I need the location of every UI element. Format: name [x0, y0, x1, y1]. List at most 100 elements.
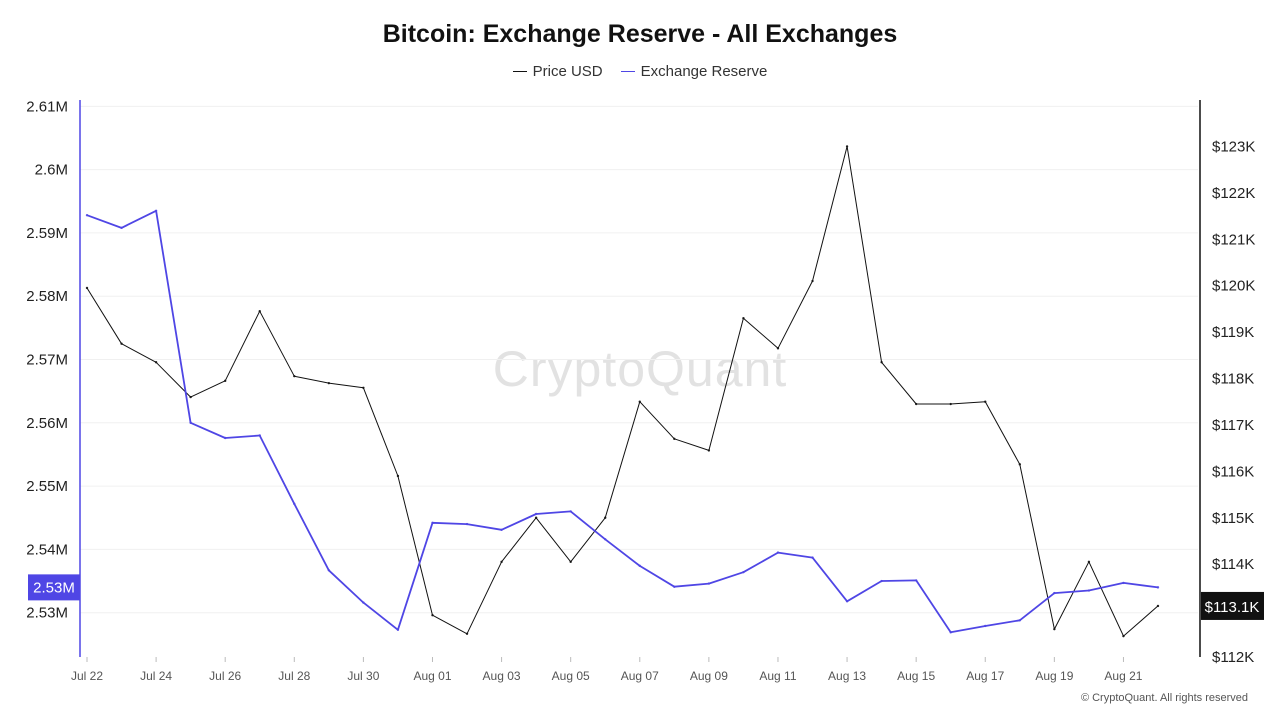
- y-left-tick-label: 2.61M: [26, 98, 68, 115]
- price-usd-point: [742, 316, 745, 320]
- exchange-reserve-point: [189, 421, 192, 425]
- price-usd-point: [569, 560, 572, 564]
- exchange-reserve-point: [776, 551, 780, 554]
- y-left-tick-label: 2.59M: [26, 225, 68, 242]
- current-price-label: $113.1K: [1205, 599, 1260, 616]
- exchange-reserve-point: [914, 579, 918, 582]
- x-tick-label: Jul 28: [278, 669, 310, 683]
- price-usd-point: [154, 361, 158, 364]
- x-tick-label: Aug 21: [1104, 669, 1142, 683]
- y-right-tick-label: $112K: [1212, 649, 1254, 666]
- y-left-tick-label: 2.58M: [26, 288, 68, 305]
- exchange-reserve-point: [1018, 619, 1022, 622]
- chart-legend: Price USD Exchange Reserve: [0, 63, 1280, 80]
- price-usd-line[interactable]: [86, 145, 1159, 637]
- price-usd-point: [465, 632, 469, 635]
- x-tick-label: Aug 11: [759, 669, 796, 683]
- price-usd-point: [880, 361, 883, 364]
- price-usd-point: [1156, 604, 1160, 608]
- exchange-reserve-point: [465, 522, 469, 526]
- exchange-reserve-point: [534, 512, 538, 516]
- price-usd-point: [189, 395, 192, 399]
- price-usd-point: [396, 474, 400, 478]
- price-usd-point: [604, 516, 607, 519]
- price-usd-point: [776, 347, 780, 350]
- price-usd-point: [1053, 627, 1056, 631]
- legend-swatch-reserve: [620, 71, 635, 72]
- price-usd-point: [1122, 634, 1125, 638]
- exchange-reserve-point: [673, 585, 676, 588]
- x-tick-label: Aug 05: [552, 669, 590, 683]
- x-tick-label: Aug 07: [621, 669, 659, 683]
- exchange-reserve-line[interactable]: [86, 209, 1159, 634]
- exchange-reserve-point: [569, 510, 572, 513]
- price-usd-point: [120, 342, 123, 345]
- x-tick-label: Jul 22: [71, 669, 103, 683]
- x-tick-label: Aug 19: [1035, 669, 1073, 683]
- price-usd-point: [914, 402, 918, 406]
- price-usd-point: [984, 400, 987, 403]
- exchange-reserve-point: [845, 600, 849, 603]
- y-left-tick-label: 2.55M: [26, 478, 68, 495]
- exchange-reserve-point: [604, 538, 607, 541]
- x-tick-label: Aug 17: [966, 669, 1004, 683]
- x-tick-label: Aug 03: [483, 669, 521, 683]
- y-left-tick-label: 2.53M: [26, 605, 68, 622]
- y-left-tick-label: 2.56M: [26, 415, 68, 432]
- price-usd-point: [431, 614, 434, 617]
- exchange-reserve-point: [396, 628, 400, 631]
- copyright-notice: © CryptoQuant. All rights reserved: [1080, 692, 1248, 704]
- price-usd-point: [811, 279, 814, 283]
- y-right-tick-label: $119K: [1212, 324, 1254, 341]
- exchange-reserve-point: [1156, 586, 1160, 589]
- exchange-reserve-point: [1122, 581, 1125, 585]
- price-usd-point: [85, 286, 89, 290]
- y-right-tick-label: $114K: [1212, 556, 1254, 573]
- legend-swatch-price: [512, 71, 527, 72]
- exchange-reserve-point: [984, 624, 987, 628]
- y-right-tick-label: $117K: [1212, 417, 1254, 434]
- price-usd-point: [258, 309, 261, 313]
- current-reserve-label: 2.53M: [33, 579, 75, 596]
- exchange-reserve-point: [811, 556, 814, 559]
- price-usd-point: [293, 374, 296, 378]
- x-tick-label: Aug 13: [828, 669, 866, 683]
- legend-item-price[interactable]: Price USD: [512, 63, 603, 80]
- x-tick-label: Aug 15: [897, 669, 935, 683]
- exchange-reserve-point: [154, 209, 158, 212]
- exchange-reserve-point: [258, 434, 261, 437]
- legend-label-reserve: Exchange Reserve: [640, 63, 768, 80]
- y-left-tick-label: 2.57M: [26, 352, 68, 369]
- current-price-badge: [1201, 591, 1264, 620]
- y-right-tick-label: $115K: [1212, 510, 1254, 527]
- price-usd-point: [223, 379, 227, 383]
- price-usd-point: [534, 516, 538, 519]
- exchange-reserve-point: [327, 569, 331, 572]
- price-usd-point: [707, 449, 711, 452]
- exchange-reserve-point: [638, 564, 641, 568]
- exchange-reserve-point: [707, 582, 711, 585]
- price-usd-point: [638, 400, 641, 403]
- chart-title: Bitcoin: Exchange Reserve - All Exchange…: [382, 20, 898, 48]
- y-right-tick-label: $123K: [1212, 138, 1255, 155]
- exchange-reserve-point: [880, 579, 883, 583]
- legend-item-reserve[interactable]: Exchange Reserve: [620, 63, 768, 80]
- exchange-reserve-point: [949, 631, 952, 634]
- exchange-reserve-point: [362, 601, 365, 604]
- exchange-reserve-point: [1053, 591, 1056, 595]
- y-left-tick-label: 2.6M: [35, 162, 68, 179]
- price-usd-point: [949, 402, 952, 406]
- y-left-tick-label: 2.54M: [26, 541, 68, 558]
- price-usd-point: [845, 145, 849, 148]
- y-right-tick-label: $122K: [1212, 185, 1255, 202]
- x-tick-label: Aug 09: [690, 669, 728, 683]
- x-tick-label: Jul 26: [209, 669, 241, 683]
- x-tick-label: Aug 01: [413, 669, 451, 683]
- exchange-reserve-point: [223, 436, 227, 440]
- exchange-reserve-point: [742, 570, 745, 574]
- y-right-tick-label: $120K: [1212, 278, 1255, 295]
- current-reserve-badge: [28, 574, 80, 601]
- y-right-tick-label: $116K: [1212, 463, 1254, 480]
- y-right-tick-label: $118K: [1212, 371, 1254, 388]
- y-right-tick-label: $121K: [1212, 231, 1255, 248]
